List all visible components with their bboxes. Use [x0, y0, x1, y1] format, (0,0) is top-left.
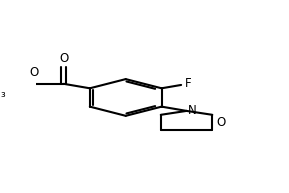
Text: CH₃: CH₃ — [0, 87, 6, 100]
Text: F: F — [185, 77, 192, 90]
Text: O: O — [216, 116, 226, 129]
Text: N: N — [188, 104, 197, 117]
Text: O: O — [59, 52, 68, 65]
Text: O: O — [29, 66, 39, 79]
